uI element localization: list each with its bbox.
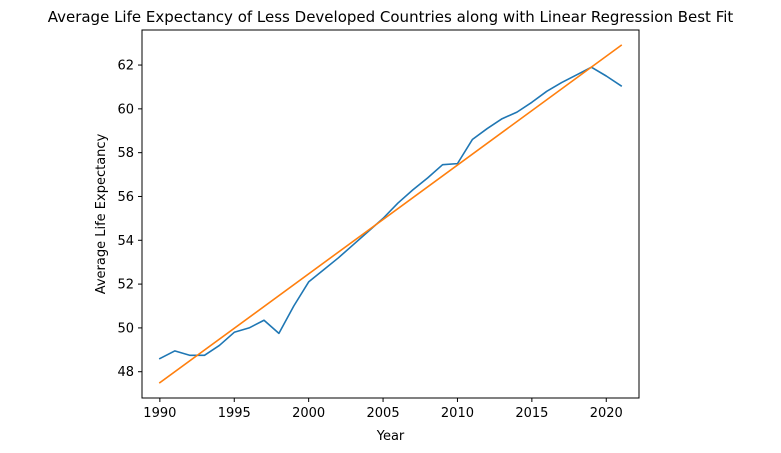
x-tick-label: 2010	[441, 406, 474, 421]
x-tick-label: 2020	[590, 406, 623, 421]
y-axis: 48 50 52 54 56 58 60 62	[117, 59, 142, 380]
y-axis-title: Average Life Expectancy	[94, 133, 109, 294]
x-tick-label: 2015	[515, 406, 548, 421]
x-axis-title: Year	[376, 429, 405, 444]
y-tick-label: 54	[117, 234, 134, 249]
plot-frame	[141, 29, 640, 399]
y-tick-label: 50	[117, 321, 134, 336]
x-tick-label: 2005	[367, 406, 400, 421]
y-tick-label: 52	[117, 278, 134, 293]
series-line-2	[158, 44, 623, 384]
x-tick-label: 2000	[292, 406, 325, 421]
x-tick-label: 1990	[143, 406, 176, 421]
chart-title: Average Life Expectancy of Less Develope…	[48, 8, 734, 26]
series-line-1	[158, 66, 623, 360]
x-tick-label: 1995	[218, 406, 251, 421]
y-tick-label: 60	[117, 102, 134, 117]
plot-area	[158, 44, 623, 384]
y-tick-label: 48	[117, 365, 134, 380]
y-tick-label: 56	[117, 190, 134, 205]
x-axis: 1990 1995 2000 2005 2010 2015 2020	[143, 398, 623, 421]
y-tick-label: 62	[117, 59, 134, 74]
y-tick-label: 58	[117, 146, 134, 161]
